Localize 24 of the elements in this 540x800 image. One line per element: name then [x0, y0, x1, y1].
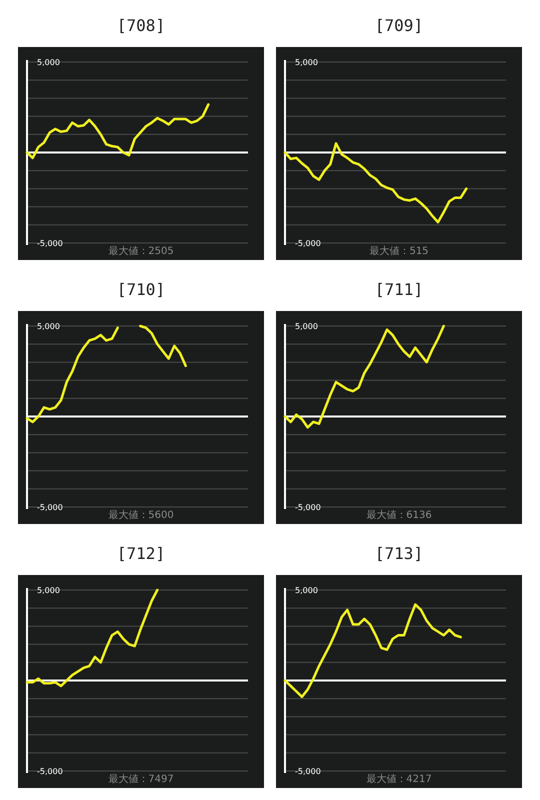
y-tick-label: -5,000: [37, 239, 63, 248]
text: 最大値：5600: [108, 509, 174, 521]
text: 最大値：7497: [108, 773, 174, 785]
y-tick-label: 5,000: [37, 322, 60, 331]
chart-title: [708]: [116, 16, 166, 35]
y-tick-label: -5,000: [37, 767, 63, 776]
y-tick-label: -5,000: [295, 503, 321, 512]
y-tick-label: 5,000: [295, 58, 318, 67]
y-tick-label: -5,000: [295, 239, 321, 248]
chart-title: [713]: [374, 544, 424, 563]
chart-title: [711]: [374, 280, 424, 299]
y-tick-label: 5,000: [37, 58, 60, 67]
y-tick-label: -5,000: [295, 767, 321, 776]
y-tick-label: 5,000: [295, 322, 318, 331]
text: 最大値：6136: [366, 509, 432, 521]
y-tick-label: -5,000: [37, 503, 63, 512]
text: 最大値：515: [369, 245, 429, 257]
chart-title: [710]: [116, 280, 166, 299]
text: 最大値：4217: [366, 773, 432, 785]
chart-title: [712]: [116, 544, 166, 563]
y-tick-label: 5,000: [37, 586, 60, 595]
y-tick-label: 5,000: [295, 586, 318, 595]
chart-title: [709]: [374, 16, 424, 35]
text: 最大値：2505: [108, 245, 174, 257]
